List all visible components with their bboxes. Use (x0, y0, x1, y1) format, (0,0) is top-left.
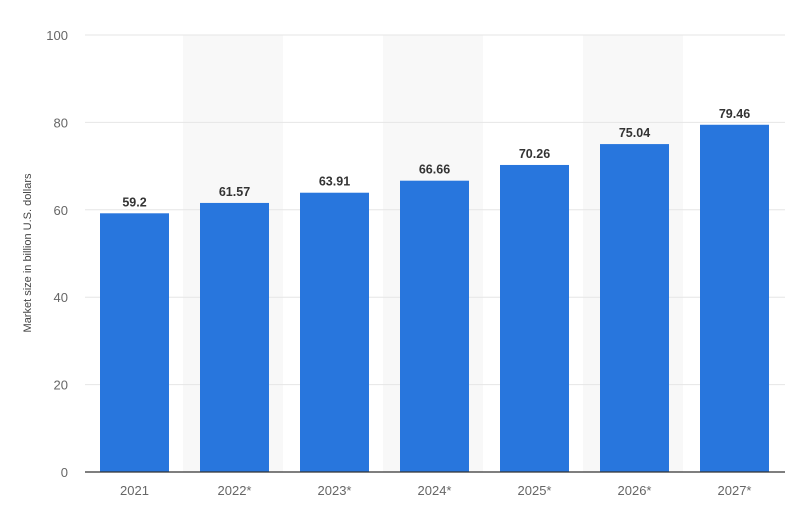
x-tick-label: 2026* (618, 483, 652, 498)
x-tick-label: 2022* (218, 483, 252, 498)
x-tick-label: 2025* (518, 483, 552, 498)
y-tick-label: 80 (54, 115, 68, 130)
x-tick-label: 2027* (718, 483, 752, 498)
y-tick-label: 40 (54, 290, 68, 305)
bar (100, 213, 169, 472)
bar (400, 180, 469, 472)
data-label: 70.26 (519, 147, 550, 161)
x-tick-label: 2024* (418, 483, 452, 498)
y-tick-label: 100 (46, 28, 68, 43)
x-tick-label: 2021 (120, 483, 149, 498)
data-label: 61.57 (219, 185, 250, 199)
bar (200, 202, 269, 473)
data-label: 66.66 (419, 163, 450, 177)
y-tick-label: 20 (54, 378, 68, 393)
bar (300, 192, 369, 472)
y-axis-label: Market size in billion U.S. dollars (22, 173, 34, 332)
x-tick-label: 2023* (318, 483, 352, 498)
bar (500, 164, 569, 472)
bar (700, 124, 769, 472)
data-label: 59.2 (122, 195, 146, 209)
data-label: 79.46 (719, 107, 750, 121)
bar (600, 144, 669, 472)
data-label: 75.04 (619, 126, 650, 140)
data-label: 63.91 (319, 175, 350, 189)
y-tick-label: 0 (61, 465, 68, 480)
y-tick-label: 60 (54, 203, 68, 218)
